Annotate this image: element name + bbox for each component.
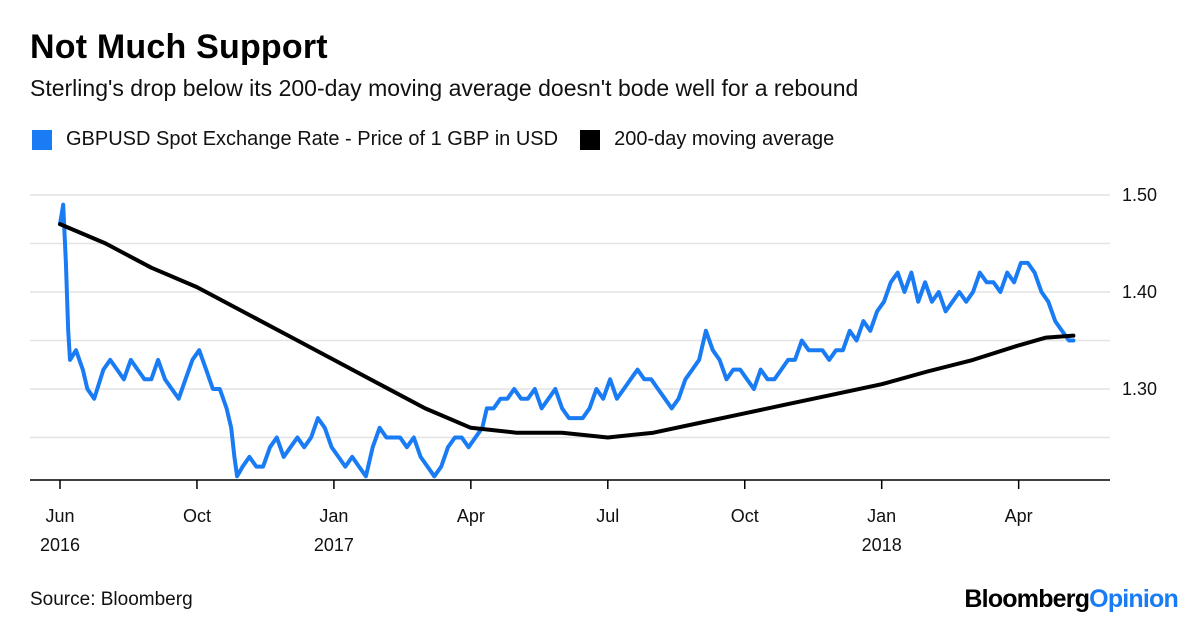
series-group bbox=[58, 202, 1076, 479]
brand-logo: BloombergOpinion bbox=[964, 585, 1178, 614]
chart-title: Not Much Support bbox=[30, 28, 328, 66]
chart-subtitle: Sterling's drop below its 200-day moving… bbox=[30, 75, 859, 101]
legend-swatch-ma bbox=[580, 129, 601, 150]
brand-part1: Bloomberg bbox=[964, 585, 1090, 613]
legend-item-spot: GBPUSD Spot Exchange Rate - Price of 1 G… bbox=[32, 128, 558, 151]
source-note: Source: Bloomberg bbox=[30, 589, 193, 610]
y-tick-label-1: 1.40 bbox=[1122, 282, 1157, 302]
legend: GBPUSD Spot Exchange Rate - Price of 1 G… bbox=[32, 128, 856, 151]
gridlines bbox=[30, 194, 1110, 481]
x-tick-label-2: Jan bbox=[319, 506, 348, 526]
x-tick-year-2: 2017 bbox=[314, 535, 354, 555]
series-line-moving-average bbox=[58, 222, 1076, 440]
series-line-spot bbox=[58, 202, 1076, 479]
x-tick-label-6: Jan bbox=[867, 506, 896, 526]
x-axis: Jun 2016 Oct Jan 2017 Apr Jul Oct Jan 2018 Apr bbox=[40, 480, 1033, 555]
x-tick-label-7: Apr bbox=[1005, 506, 1033, 526]
x-tick-label-0: Jun bbox=[45, 506, 74, 526]
x-tick-year-0: 2016 bbox=[40, 535, 80, 555]
brand-part2: Opinion bbox=[1089, 585, 1179, 613]
legend-item-ma: 200-day moving average bbox=[580, 128, 834, 151]
x-tick-year-6: 2018 bbox=[862, 535, 902, 555]
y-axis: 1.50 1.40 1.30 bbox=[1122, 185, 1157, 399]
legend-label-spot: GBPUSD Spot Exchange Rate - Price of 1 G… bbox=[66, 128, 559, 150]
x-tick-label-1: Oct bbox=[183, 506, 211, 526]
x-tick-label-5: Oct bbox=[731, 506, 759, 526]
x-tick-label-3: Apr bbox=[457, 506, 485, 526]
x-tick-label-4: Jul bbox=[596, 506, 619, 526]
legend-swatch-spot bbox=[32, 129, 52, 150]
y-tick-label-2: 1.30 bbox=[1122, 379, 1157, 399]
legend-label-ma: 200-day moving average bbox=[614, 128, 835, 150]
y-tick-label-0: 1.50 bbox=[1122, 185, 1157, 205]
